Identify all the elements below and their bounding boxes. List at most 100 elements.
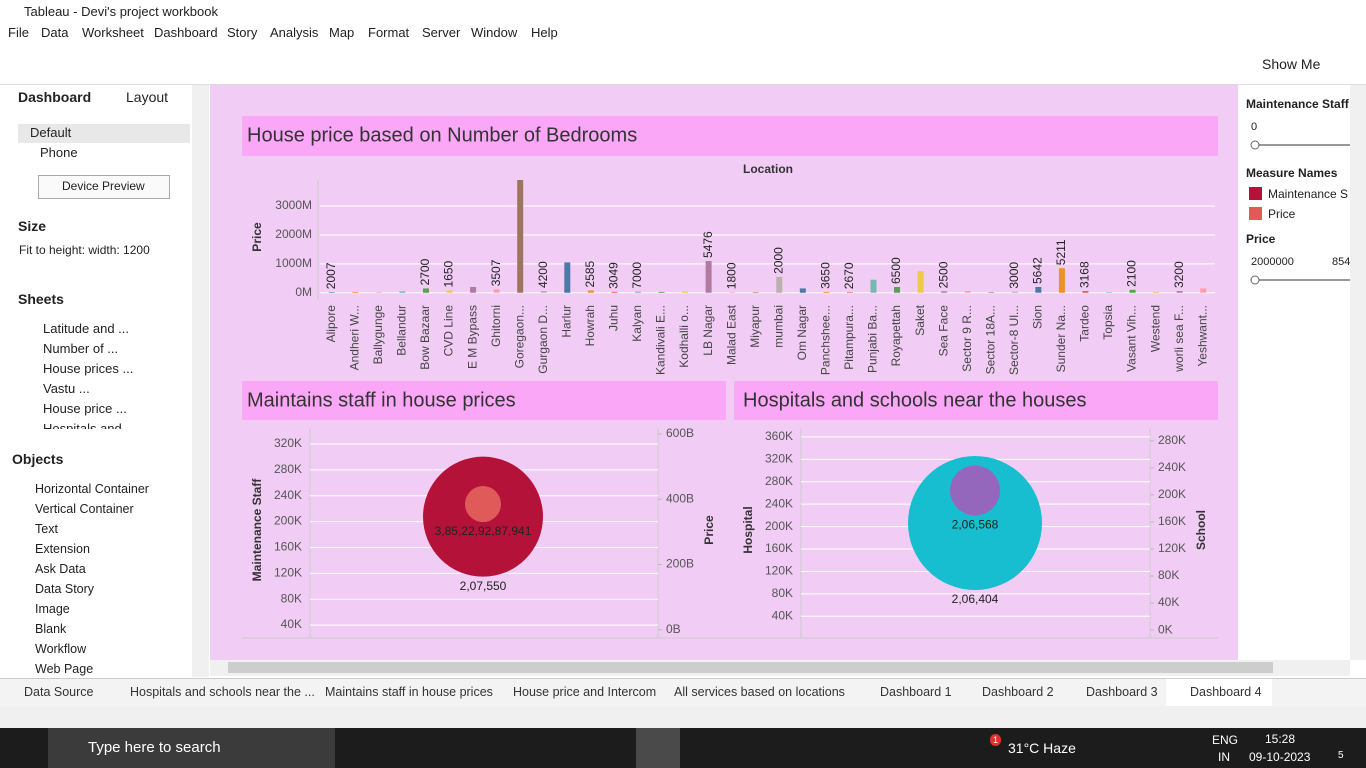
chart-title: Hospitals and schools near the houses [743,389,1087,411]
size-value[interactable]: Fit to height: width: 1200 [19,243,150,257]
language[interactable]: ENG [1212,733,1239,747]
sheet-tab[interactable]: House price and Intercom [513,685,657,699]
bar [1200,288,1207,293]
show-me[interactable]: Show Me [1262,56,1321,72]
sheet-tab[interactable]: Dashboard 2 [982,685,1054,699]
sheet-tab[interactable]: Dashboard 3 [1086,685,1158,699]
window-title: Tableau - Devi's project workbook [24,4,218,19]
scroll-thumb[interactable] [228,662,1273,673]
bar-label: 1650 [442,260,456,287]
menu-item[interactable]: Data [41,25,69,40]
sheet-item[interactable]: Hospitals and [43,421,122,429]
menu-item[interactable]: Dashboard [154,25,218,40]
search-box[interactable] [48,728,335,768]
bar [517,180,524,293]
filter-value: 854 [1332,256,1351,268]
bar-label: 7000 [630,262,644,289]
bar-label: 2700 [418,258,432,285]
menu-item[interactable]: Window [471,25,518,40]
menu-item[interactable]: Format [368,25,410,40]
sheet-tab[interactable]: Data Source [24,685,94,699]
search-text[interactable]: Type here to search [88,739,221,756]
tab-bar [0,678,1366,707]
y2-tick-label: 280K [1158,433,1186,447]
bar-label: 2100 [1125,260,1139,287]
y-tick-label: 80K [281,591,302,605]
device[interactable]: Phone [40,145,78,160]
axis-title: Maintenance Staff [250,478,264,582]
clock-date[interactable]: 09-10-2023 [1249,750,1311,764]
bar [634,291,641,293]
bar [917,271,924,293]
device-preview-button[interactable] [38,175,170,199]
object-item[interactable]: Extension [35,542,90,556]
x-tick-label: Sector 9 R... [960,305,974,372]
x-tick-label: Ballygunge [371,305,385,365]
x-tick-label: LB Nagar [701,305,715,356]
bar [705,260,712,293]
sheet-tab[interactable]: Dashboard 4 [1190,685,1262,699]
y-tick-label: 200K [765,519,793,533]
bubble [908,456,1042,591]
x-tick-label: Tardeo [1078,305,1092,342]
selected-device [18,124,190,143]
y-tick-label: 0M [295,285,312,299]
y-tick-label: 40K [772,608,793,622]
panel-tab[interactable]: Layout [126,89,169,105]
bar [540,291,547,293]
x-tick-label: Sector 18A... [983,305,997,374]
bar [870,279,877,293]
x-tick-label: Bellandur [395,305,409,356]
tableau-taskbar-icon[interactable] [636,728,680,768]
x-tick-label: CVD Line [442,305,456,357]
menu-item[interactable]: Help [531,25,558,40]
object-item[interactable]: Ask Data [35,562,86,576]
object-item[interactable]: Workflow [35,642,87,656]
clock-time[interactable]: 15:28 [1265,732,1296,746]
bar-label: 3000 [1007,262,1021,289]
y-tick-label: 1000M [275,256,312,270]
weather[interactable]: 31°C Haze [1008,740,1076,756]
bar [894,286,901,293]
panel-tab[interactable]: Dashboard [18,89,92,105]
x-tick-label: Sunder Na... [1054,305,1068,372]
menu-item[interactable]: Map [329,25,355,40]
sheet-item[interactable]: Latitude and ... [43,321,130,336]
object-item[interactable]: Vertical Container [35,502,134,516]
y-tick-label: 120K [274,565,302,579]
y2-tick-label: 600B [666,426,694,440]
sheet-tab[interactable]: All services based on locations [674,685,845,699]
language[interactable]: IN [1218,750,1230,764]
y-tick-label: 320K [765,451,793,465]
y2-tick-label: 240K [1158,460,1186,474]
object-item[interactable]: Text [35,522,58,536]
object-item[interactable]: Blank [35,622,67,636]
menu-item[interactable]: File [8,25,29,40]
sheet-item[interactable]: Number of ... [43,341,119,356]
sheet-item[interactable]: Vastu ... [43,381,90,396]
y-tick-label: 280K [765,474,793,488]
menu-item[interactable]: Worksheet [82,25,144,40]
left-scroll [192,85,209,677]
menu-item[interactable]: Story [227,25,258,40]
menu-item[interactable]: Server [422,25,461,40]
object-item[interactable]: Web Page [35,662,94,676]
sheet-item[interactable]: House prices ... [43,361,134,376]
object-item[interactable]: Data Story [35,582,95,596]
sheet-tab[interactable]: Hospitals and schools near the ... [130,685,315,699]
sheet-tab[interactable]: Dashboard 1 [880,685,952,699]
device-preview[interactable]: Device Preview [62,179,145,193]
sheet-item[interactable]: House price ... [43,401,127,416]
y-tick-label: 160K [274,540,302,554]
object-item[interactable]: Image [35,602,70,616]
object-item[interactable]: Horizontal Container [35,482,149,496]
bar [941,291,948,293]
menu-item[interactable]: Analysis [270,25,319,40]
scrollbar[interactable] [1350,85,1366,660]
bar-label: 3650 [819,262,833,289]
device[interactable]: Default [30,125,72,140]
bar-label: 2670 [842,262,856,289]
sheet-tab[interactable]: Maintains staff in house prices [325,685,493,699]
y-tick-label: 3000M [275,198,312,212]
